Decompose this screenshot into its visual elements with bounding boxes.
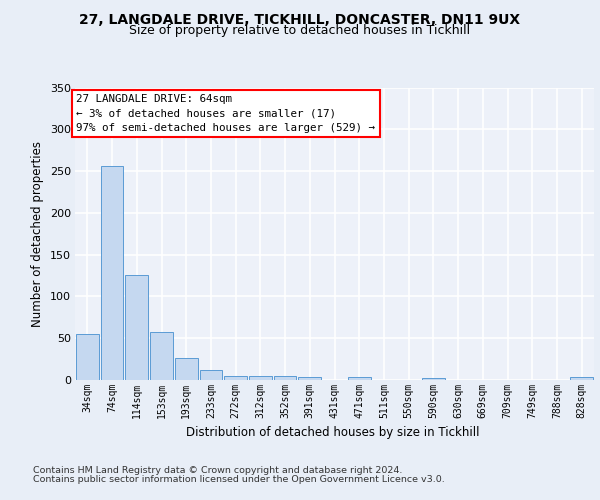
Bar: [200, 370, 222, 380]
Bar: [125, 274, 148, 380]
Bar: [101, 166, 124, 380]
Bar: [76, 334, 99, 380]
Bar: [175, 358, 197, 380]
Bar: [249, 376, 272, 380]
Text: Contains public sector information licensed under the Open Government Licence v3: Contains public sector information licen…: [33, 475, 445, 484]
Bar: [298, 378, 321, 380]
Y-axis label: Number of detached properties: Number of detached properties: [31, 141, 44, 327]
Bar: [150, 332, 173, 380]
Bar: [274, 376, 296, 380]
Text: 27 LANGDALE DRIVE: 64sqm
← 3% of detached houses are smaller (17)
97% of semi-de: 27 LANGDALE DRIVE: 64sqm ← 3% of detache…: [76, 94, 375, 133]
Text: Contains HM Land Registry data © Crown copyright and database right 2024.: Contains HM Land Registry data © Crown c…: [33, 466, 403, 475]
Text: Distribution of detached houses by size in Tickhill: Distribution of detached houses by size …: [186, 426, 480, 439]
Text: Size of property relative to detached houses in Tickhill: Size of property relative to detached ho…: [130, 24, 470, 37]
Bar: [570, 378, 593, 380]
Bar: [348, 376, 371, 380]
Bar: [224, 376, 247, 380]
Text: 27, LANGDALE DRIVE, TICKHILL, DONCASTER, DN11 9UX: 27, LANGDALE DRIVE, TICKHILL, DONCASTER,…: [79, 12, 521, 26]
Bar: [422, 378, 445, 380]
